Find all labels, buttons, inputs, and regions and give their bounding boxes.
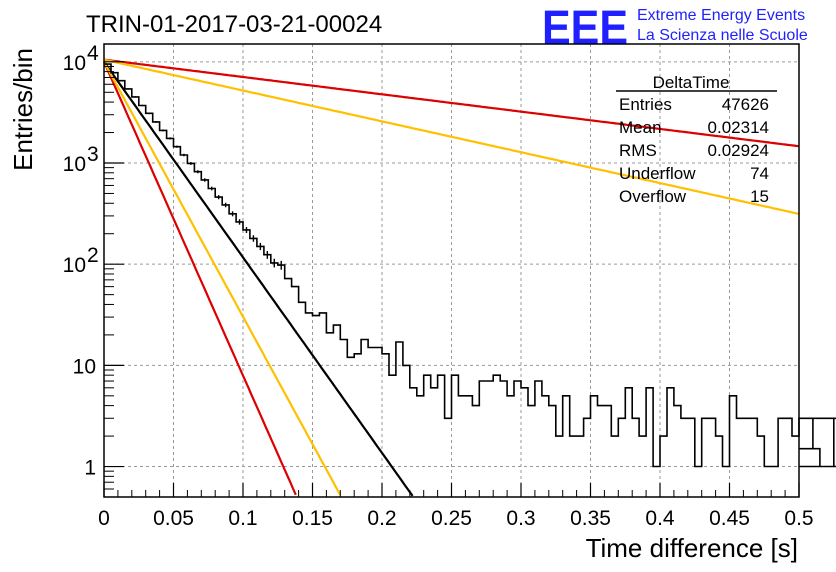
y-tick-label: 10 xyxy=(63,52,86,75)
stats-title: DeltaTime xyxy=(653,73,730,92)
stats-box: DeltaTime Entries 47626 Mean 0.02314 RMS 0.02… xyxy=(616,73,777,206)
x-tick-label: 0.4 xyxy=(645,507,675,530)
x-tick-label: 0.3 xyxy=(506,507,535,530)
x-tick-label: 0.25 xyxy=(431,507,472,530)
y-tick-exponent: 3 xyxy=(87,143,99,166)
y-tick-label: 10 xyxy=(63,153,86,176)
fit-curves xyxy=(102,58,800,497)
y-tick-label: 1 xyxy=(84,457,96,480)
x-tick-label: 0.2 xyxy=(367,507,396,530)
logo-line1: Extreme Energy Events xyxy=(637,7,805,24)
x-tick-label: 0.35 xyxy=(570,507,611,530)
logo-line2: La Scienza nelle Scuole xyxy=(637,27,808,44)
x-axis-ticks: 0 0.05 0.1 0.15 0.2 0.25 0.3 0.35 0.4 0.45 0.5 xyxy=(98,483,814,530)
stats-row-value: 0.02314 xyxy=(708,118,769,137)
y-axis-label: Entries/bin xyxy=(8,48,38,171)
logo-mark: EEE xyxy=(542,2,628,55)
y-tick-label: 10 xyxy=(73,355,96,378)
stats-row-value: 15 xyxy=(750,187,769,206)
stats-row-label: Underflow xyxy=(619,164,696,183)
x-tick-label: 0.1 xyxy=(228,507,257,530)
stats-row-label: RMS xyxy=(619,141,657,160)
eee-logo: EEE Extreme Energy Events La Scienza nel… xyxy=(542,2,808,55)
histogram-outline xyxy=(104,63,836,468)
stats-row-value: 0.02924 xyxy=(708,141,769,160)
x-tick-label: 0.05 xyxy=(153,507,194,530)
x-tick-label: 0.5 xyxy=(784,507,813,530)
fit-curve xyxy=(103,61,342,496)
histogram xyxy=(104,63,836,468)
fit-curve xyxy=(103,61,414,497)
y-tick-exponent: 4 xyxy=(87,42,99,65)
x-tick-label: 0.45 xyxy=(709,507,750,530)
stats-row-label: Overflow xyxy=(619,187,687,206)
stats-rows: Entries 47626 Mean 0.02314 RMS 0.02924 Underfl… xyxy=(619,95,769,206)
chart-title: TRIN-01-2017-03-21-00024 xyxy=(86,11,382,38)
x-tick-label: 0 xyxy=(98,507,110,530)
x-axis-label: Time difference [s] xyxy=(586,533,798,563)
stats-row-value: 74 xyxy=(750,164,769,183)
x-tick-label: 0.15 xyxy=(292,507,333,530)
stats-row-label: Entries xyxy=(619,95,672,114)
grid-lines xyxy=(104,44,799,497)
fit-curve xyxy=(103,58,800,148)
stats-row-value: 47626 xyxy=(722,95,769,114)
fit-curve xyxy=(103,58,800,215)
fit-curve xyxy=(102,61,297,496)
y-tick-label: 10 xyxy=(63,254,86,277)
stats-row-label: Mean xyxy=(619,118,662,137)
y-tick-exponent: 2 xyxy=(87,244,99,267)
